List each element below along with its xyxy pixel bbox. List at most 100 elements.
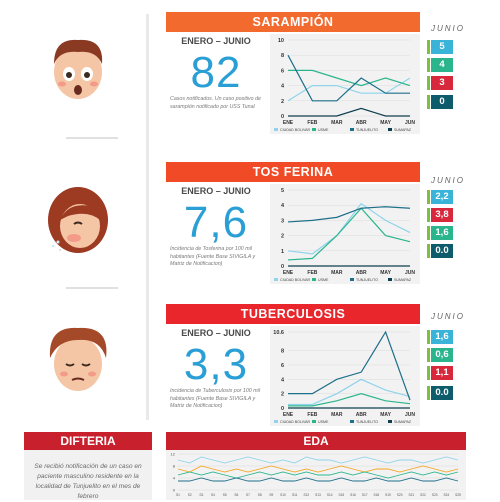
- sarampion-panel: SARAMPIÓN ENERO – JUNIO 82 Casos notific…: [166, 12, 420, 142]
- x-tick-label: ENE: [283, 270, 294, 276]
- x-tick-label: JUN: [405, 270, 415, 276]
- x-tick-label: S13: [315, 493, 321, 497]
- legend-label: USME: [318, 420, 329, 424]
- badge-accent: [427, 330, 430, 344]
- x-tick-label: ENE: [283, 120, 294, 126]
- series-line: [287, 206, 411, 223]
- junio-value-badge: 0: [431, 95, 453, 109]
- section-note: Incidencia de Tosferina por 100 mil habi…: [170, 246, 256, 267]
- y-tick-label: 10: [278, 38, 284, 44]
- legend-swatch: [274, 128, 278, 131]
- badge-accent: [427, 348, 430, 362]
- y-tick-label: 4: [281, 377, 285, 383]
- legend-swatch: [274, 420, 278, 423]
- legend-swatch: [388, 128, 392, 131]
- x-tick-label: ABR: [356, 120, 367, 126]
- column-divider: [146, 160, 149, 300]
- x-tick-label: S18: [373, 493, 379, 497]
- x-tick-label: JUN: [405, 412, 415, 418]
- x-tick-label: S14: [327, 493, 333, 497]
- sick-face-icon: [54, 39, 103, 99]
- x-tick-label: S20: [397, 493, 403, 497]
- x-tick-label: ABR: [356, 412, 367, 418]
- x-tick-label: FEB: [307, 270, 317, 276]
- x-tick-label: S5: [223, 493, 227, 497]
- y-tick-label: 4: [281, 203, 285, 209]
- line-chart: 0 1 2 3 4 5 ENE FEB MAR ABR MAY JUN CIUDAD BOLIVAR US…: [270, 184, 420, 284]
- x-tick-label: MAR: [331, 270, 343, 276]
- eda-line-chart: 0 4 8 12 S1 S2 S3 S4 S5 S6 S7 S8 S9 S10 S11 S12 S13 S14 S1…: [166, 450, 466, 500]
- series-line: [288, 330, 411, 401]
- x-tick-label: FEB: [307, 120, 317, 126]
- x-tick-label: S11: [292, 493, 298, 497]
- legend-swatch: [350, 128, 354, 131]
- legend-label: CIUDAD BOLIVAR: [280, 278, 310, 282]
- x-tick-label: JUN: [405, 120, 415, 126]
- y-tick-label: 8: [281, 53, 284, 59]
- difteria-box: Se recibió notificación de un caso en pa…: [24, 450, 152, 500]
- junio-value-badge: 1,6: [431, 226, 453, 240]
- y-tick-label: 1: [281, 249, 284, 255]
- series-line: [177, 465, 459, 473]
- y-tick-label: 5: [281, 188, 284, 194]
- y-tick-label: 2: [281, 99, 284, 105]
- x-tick-label: MAR: [331, 120, 343, 126]
- period-label: ENERO – JUNIO: [181, 36, 251, 46]
- y-tick-label: 6: [281, 363, 284, 369]
- section-title: TUBERCULOSIS: [166, 304, 420, 324]
- y-tick-label: 8: [281, 349, 284, 355]
- tuberculosis-panel: TUBERCULOSIS ENERO – JUNIO 3,3 Incidenci…: [166, 304, 420, 426]
- badge-accent: [427, 208, 430, 222]
- big-value: 3,3: [183, 340, 249, 389]
- series-line: [177, 471, 459, 479]
- x-tick-label: S6: [234, 493, 238, 497]
- series-line: [287, 207, 411, 261]
- junio-label: JUNIO: [431, 176, 465, 185]
- y-tick-label: 4: [173, 476, 176, 481]
- x-tick-label: S23: [432, 493, 438, 497]
- x-tick-label: S7: [246, 493, 250, 497]
- legend-swatch: [350, 420, 354, 423]
- x-tick-label: S25: [455, 493, 461, 497]
- junio-value-badge: 0.0: [431, 244, 453, 258]
- series-line: [288, 393, 411, 407]
- y-tick-label: 4: [281, 84, 285, 90]
- big-value: 7,6: [183, 198, 249, 247]
- junio-value-badge: 1,1: [431, 366, 453, 380]
- legend-label: SUMAPAZ: [394, 420, 412, 424]
- x-tick-label: S3: [199, 493, 203, 497]
- x-tick-label: S19: [385, 493, 391, 497]
- badge-accent: [427, 76, 430, 90]
- x-tick-label: S21: [408, 493, 414, 497]
- coughing-face-icon: [48, 187, 108, 253]
- badge-accent: [427, 95, 430, 109]
- junio-value-badge: 4: [431, 58, 453, 72]
- badge-accent: [427, 190, 430, 204]
- y-tick-label: 10.6: [273, 330, 284, 336]
- legend-label: SUMAPAZ: [394, 128, 412, 132]
- y-tick-label: 3: [281, 218, 284, 224]
- badge-accent: [427, 244, 430, 258]
- period-label: ENERO – JUNIO: [181, 186, 251, 196]
- big-value: 82: [190, 48, 242, 97]
- x-tick-label: S12: [303, 493, 309, 497]
- series-line: [288, 378, 411, 406]
- x-tick-label: S16: [350, 493, 356, 497]
- series-line: [288, 69, 411, 87]
- column-divider: [146, 14, 149, 164]
- badge-accent: [427, 366, 430, 380]
- legend-swatch: [388, 278, 392, 281]
- y-tick-label: 0: [281, 406, 284, 412]
- tosferina-panel: TOS FERINA ENERO – JUNIO 7,6 Incidencia …: [166, 162, 420, 292]
- x-tick-label: MAY: [380, 120, 391, 126]
- x-tick-label: S2: [188, 493, 192, 497]
- x-tick-label: ENE: [283, 412, 294, 418]
- legend-label: TUNJUELITO: [356, 420, 378, 424]
- series-line: [287, 54, 410, 102]
- x-tick-label: MAY: [380, 270, 391, 276]
- line-chart: 0 2 4 6 8 10.6 ENE FEB MAR ABR MAY JUN CIUDAD BOLIVA…: [270, 326, 420, 426]
- line-chart: 0 2 4 6 8 10 ENE FEB MAR ABR MAY JUN CIUDAD BOLIVAR U…: [270, 34, 420, 134]
- x-tick-label: S22: [420, 493, 426, 497]
- junio-value-badge: 2,2: [431, 190, 453, 204]
- x-tick-label: S17: [362, 493, 368, 497]
